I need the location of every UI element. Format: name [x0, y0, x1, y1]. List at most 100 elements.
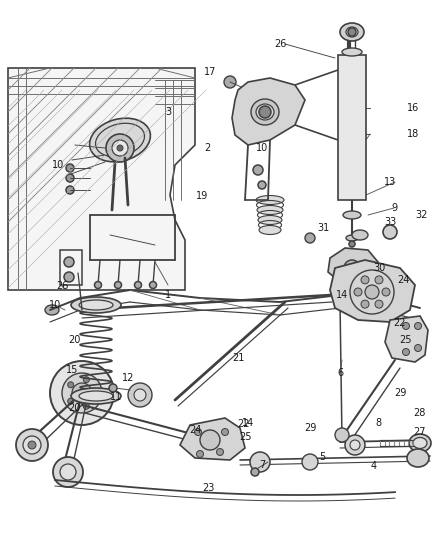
Ellipse shape	[383, 225, 397, 239]
Text: 25: 25	[400, 335, 412, 345]
Ellipse shape	[79, 391, 113, 401]
Text: 21: 21	[232, 353, 244, 363]
Circle shape	[134, 281, 141, 288]
Circle shape	[50, 361, 114, 425]
Text: 6: 6	[337, 368, 343, 378]
Circle shape	[335, 428, 349, 442]
Polygon shape	[8, 68, 195, 290]
Ellipse shape	[256, 104, 274, 120]
Ellipse shape	[258, 215, 282, 224]
Text: 10: 10	[256, 143, 268, 153]
Text: 2: 2	[204, 143, 210, 153]
Text: 5: 5	[319, 452, 325, 462]
Ellipse shape	[251, 99, 279, 125]
Ellipse shape	[340, 23, 364, 41]
Ellipse shape	[409, 434, 431, 452]
Text: 20: 20	[68, 335, 80, 345]
Ellipse shape	[407, 449, 429, 467]
Ellipse shape	[259, 225, 281, 235]
Bar	[338, 55, 366, 200]
Text: 16: 16	[407, 103, 419, 113]
Circle shape	[375, 300, 383, 308]
Circle shape	[83, 377, 89, 383]
Text: 15: 15	[66, 365, 78, 375]
Circle shape	[112, 140, 128, 156]
Circle shape	[149, 281, 156, 288]
Circle shape	[200, 430, 220, 450]
Circle shape	[68, 398, 74, 404]
Text: 22: 22	[394, 318, 406, 328]
Ellipse shape	[71, 388, 121, 404]
Ellipse shape	[413, 438, 427, 448]
Text: 4: 4	[371, 461, 377, 471]
Text: 26: 26	[56, 281, 68, 291]
Circle shape	[251, 468, 259, 476]
Circle shape	[253, 165, 263, 175]
Circle shape	[62, 373, 102, 413]
Text: 22: 22	[237, 419, 249, 429]
Circle shape	[117, 145, 123, 151]
Circle shape	[93, 390, 99, 396]
Circle shape	[414, 322, 421, 329]
Circle shape	[361, 276, 369, 284]
Circle shape	[259, 106, 271, 118]
Ellipse shape	[89, 118, 150, 162]
Polygon shape	[330, 260, 415, 322]
Circle shape	[224, 76, 236, 88]
Circle shape	[66, 186, 74, 194]
Ellipse shape	[343, 211, 361, 219]
Text: 32: 32	[415, 210, 427, 220]
Circle shape	[53, 457, 83, 487]
Circle shape	[350, 440, 360, 450]
Text: 24: 24	[397, 275, 409, 285]
Circle shape	[365, 285, 379, 299]
Circle shape	[66, 164, 74, 172]
Text: 25: 25	[240, 432, 252, 442]
Text: 27: 27	[413, 427, 425, 437]
Text: 18: 18	[407, 129, 419, 139]
Circle shape	[16, 429, 48, 461]
Circle shape	[197, 450, 204, 457]
Ellipse shape	[79, 300, 113, 310]
Text: 31: 31	[317, 223, 329, 233]
Text: 29: 29	[304, 423, 316, 433]
Text: 17: 17	[204, 67, 216, 77]
Circle shape	[66, 174, 74, 182]
Polygon shape	[180, 418, 245, 460]
Text: 10: 10	[52, 160, 64, 170]
Circle shape	[134, 389, 146, 401]
Polygon shape	[328, 248, 378, 285]
Circle shape	[128, 383, 152, 407]
Circle shape	[361, 300, 369, 308]
Circle shape	[64, 257, 74, 267]
Text: 24: 24	[189, 425, 201, 435]
Circle shape	[72, 383, 92, 403]
Text: 14: 14	[242, 418, 254, 428]
Circle shape	[382, 288, 390, 296]
Text: 9: 9	[391, 203, 397, 213]
Text: 29: 29	[394, 388, 406, 398]
Ellipse shape	[257, 206, 283, 214]
Text: 13: 13	[384, 177, 396, 187]
Ellipse shape	[256, 196, 284, 205]
Circle shape	[114, 281, 121, 288]
Text: 14: 14	[336, 290, 348, 300]
Bar	[60, 250, 82, 285]
Circle shape	[305, 233, 315, 243]
Circle shape	[345, 435, 365, 455]
Circle shape	[216, 448, 223, 456]
Circle shape	[403, 322, 410, 329]
Text: 19: 19	[196, 191, 208, 201]
Text: 28: 28	[413, 408, 425, 418]
Ellipse shape	[346, 235, 358, 241]
Circle shape	[354, 288, 362, 296]
Circle shape	[344, 260, 360, 276]
Ellipse shape	[346, 27, 358, 37]
Circle shape	[258, 181, 266, 189]
Ellipse shape	[352, 230, 368, 240]
Circle shape	[403, 349, 410, 356]
Circle shape	[302, 454, 318, 470]
Circle shape	[64, 272, 74, 282]
Polygon shape	[232, 78, 305, 145]
Circle shape	[106, 134, 134, 162]
